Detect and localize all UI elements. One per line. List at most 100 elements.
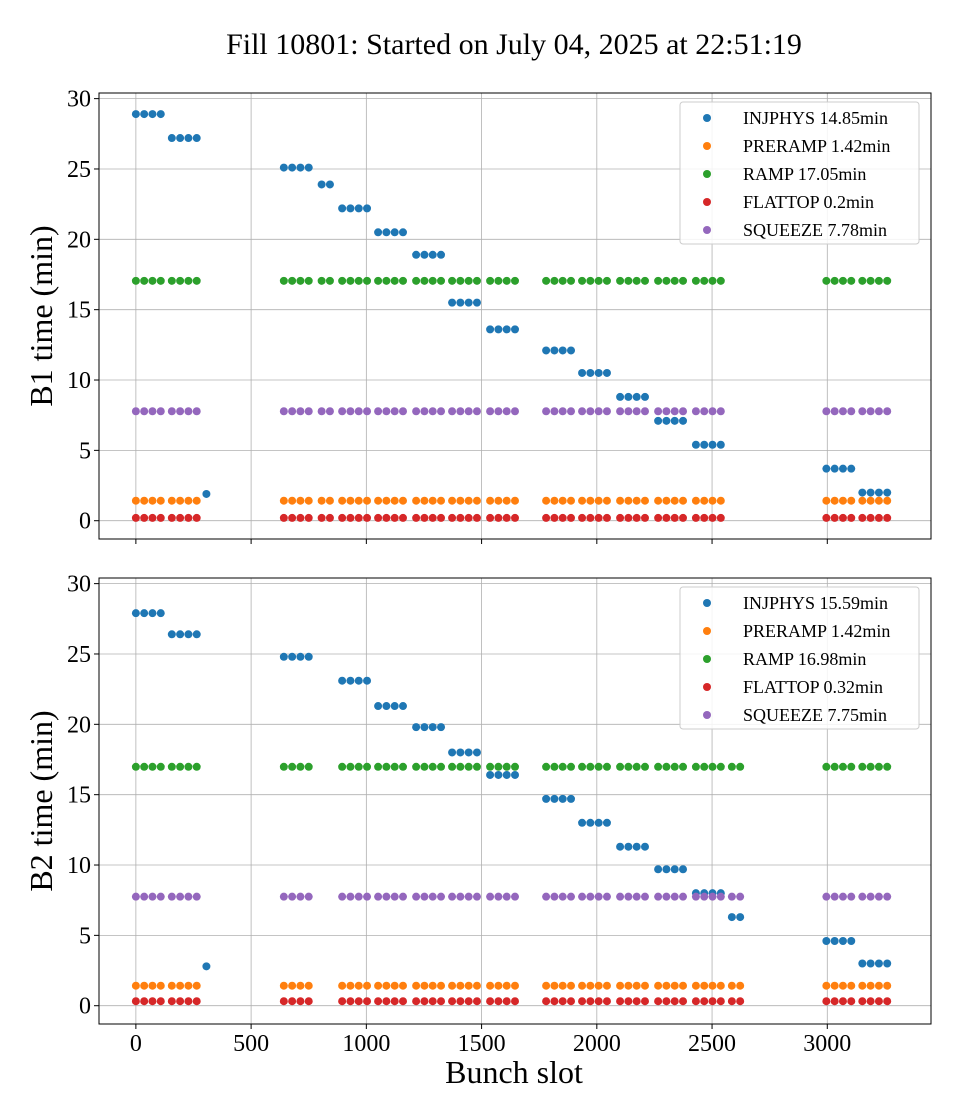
data-point-flattop	[288, 997, 297, 1006]
data-point-injphys	[296, 652, 305, 661]
legend-marker	[703, 142, 711, 150]
legend-box	[679, 101, 920, 245]
data-point-ramp	[586, 762, 595, 771]
data-point-squeeze	[412, 892, 421, 901]
x-tick-label: 1500	[458, 1031, 506, 1057]
data-point-ramp	[511, 762, 519, 771]
data-point-flattop	[662, 997, 671, 1006]
data-point-preramp	[542, 981, 551, 990]
data-point-flattop	[858, 513, 867, 522]
data-point-ramp	[866, 276, 875, 285]
y-tick-label: 10	[67, 853, 91, 879]
data-point-ramp	[542, 762, 551, 771]
data-point-squeeze	[716, 407, 725, 416]
data-point-squeeze	[594, 407, 603, 416]
data-point-squeeze	[148, 892, 157, 901]
data-point-injphys	[374, 228, 383, 237]
data-point-ramp	[472, 762, 481, 771]
data-point-preramp	[866, 496, 875, 505]
data-point-ramp	[184, 762, 193, 771]
data-point-injphys	[288, 652, 297, 661]
data-point-flattop	[296, 513, 305, 522]
data-point-flattop	[464, 997, 473, 1006]
data-point-preramp	[708, 496, 717, 505]
data-point-preramp	[594, 496, 603, 505]
legend-marker	[703, 599, 711, 607]
data-point-preramp	[594, 981, 603, 990]
data-point-squeeze	[448, 407, 457, 416]
data-point-ramp	[176, 276, 185, 285]
data-point-preramp	[616, 496, 625, 505]
data-point-squeeze	[140, 407, 149, 416]
data-point-flattop	[184, 513, 193, 522]
data-point-squeeze	[472, 407, 481, 416]
data-point-flattop	[464, 513, 473, 522]
data-point-squeeze	[847, 407, 856, 416]
data-point-ramp	[382, 762, 391, 771]
data-point-ramp	[502, 276, 511, 285]
data-point-squeeze	[670, 892, 679, 901]
data-point-ramp	[874, 762, 883, 771]
data-point-squeeze	[858, 407, 867, 416]
data-point-flattop	[822, 997, 831, 1006]
data-point-preramp	[354, 981, 363, 990]
data-point-injphys	[494, 770, 503, 779]
data-point-ramp	[847, 762, 856, 771]
data-point-squeeze	[632, 407, 641, 416]
data-point-squeeze	[578, 892, 587, 901]
data-point-flattop	[567, 997, 576, 1006]
data-point-ramp	[847, 276, 856, 285]
data-point-squeeze	[346, 407, 355, 416]
data-point-preramp	[486, 496, 495, 505]
data-point-squeeze	[511, 407, 519, 416]
data-point-flattop	[502, 513, 511, 522]
legend-label: FLATTOP 0.32min	[743, 677, 883, 697]
data-point-flattop	[140, 997, 149, 1006]
data-point-squeeze	[317, 407, 326, 416]
data-point-squeeze	[830, 407, 839, 416]
data-point-flattop	[624, 997, 633, 1006]
data-point-squeeze	[874, 407, 883, 416]
legend-label: SQUEEZE 7.75min	[743, 705, 887, 725]
data-point-flattop	[338, 513, 347, 522]
data-point-injphys	[412, 250, 421, 259]
data-point-squeeze	[437, 892, 446, 901]
data-point-flattop	[390, 997, 399, 1006]
data-point-squeeze	[679, 407, 688, 416]
data-point-squeeze	[616, 892, 625, 901]
data-point-flattop	[691, 997, 700, 1006]
data-point-flattop	[420, 513, 429, 522]
data-point-ramp	[420, 276, 429, 285]
data-point-squeeze	[616, 407, 625, 416]
data-point-ramp	[679, 276, 688, 285]
data-point-squeeze	[708, 892, 717, 901]
data-point-preramp	[822, 981, 831, 990]
y-axis-label: B2 time (min)	[23, 710, 59, 891]
data-point-ramp	[716, 762, 725, 771]
data-point-injphys	[874, 959, 883, 968]
data-point-preramp	[550, 981, 559, 990]
legend: INJPHYS 14.85min PRERAMP 1.42min RAMP 17.0…	[679, 101, 920, 245]
data-point-squeeze	[148, 407, 157, 416]
data-point-preramp	[578, 981, 587, 990]
data-point-squeeze	[866, 407, 875, 416]
y-tick-label: 10	[67, 368, 91, 394]
data-point-squeeze	[502, 892, 511, 901]
data-point-injphys	[374, 702, 383, 711]
data-point-injphys	[398, 228, 407, 237]
data-point-flattop	[586, 997, 595, 1006]
legend-marker	[703, 170, 711, 178]
data-point-flattop	[317, 513, 326, 522]
data-point-preramp	[437, 981, 446, 990]
data-point-preramp	[708, 981, 717, 990]
data-point-preramp	[511, 496, 519, 505]
data-point-ramp	[858, 276, 867, 285]
data-point-preramp	[412, 981, 421, 990]
data-point-preramp	[838, 496, 847, 505]
data-point-injphys	[279, 163, 288, 172]
data-point-injphys	[346, 204, 355, 213]
data-point-squeeze	[412, 407, 421, 416]
data-point-ramp	[716, 276, 725, 285]
data-point-squeeze	[586, 892, 595, 901]
